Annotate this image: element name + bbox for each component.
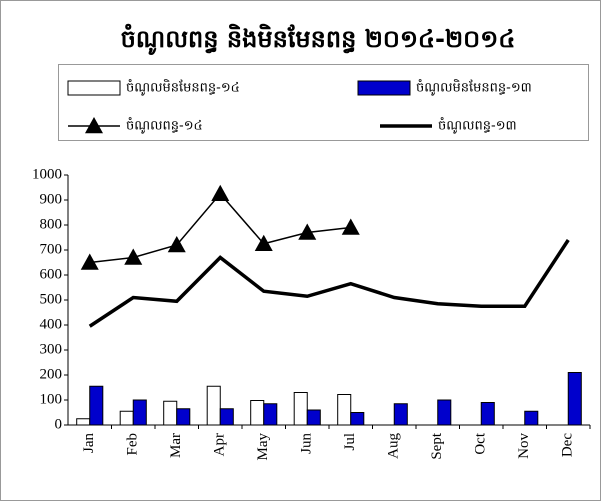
legend-label: ចំណូលមិនមែនពន្ធ-១៣ [416, 79, 532, 97]
legend-box [58, 64, 589, 141]
x-tick-label: Apr [212, 433, 228, 456]
x-tick-label: Dec [560, 433, 576, 457]
marker [298, 223, 317, 240]
line [88, 239, 570, 328]
y-tick-label: 800 [40, 216, 63, 232]
bar [250, 400, 265, 426]
bar [163, 400, 178, 426]
bar [437, 399, 452, 426]
chart-title: ចំណូលពន្ធ និងមិនមែនពន្ធ ២០១៤-២០១៤ [121, 23, 516, 56]
x-tick-label: Mar [168, 433, 184, 458]
bar [337, 394, 352, 426]
marker [254, 234, 273, 251]
bar [219, 408, 234, 426]
x-tick-label: Aug [386, 433, 402, 459]
y-tick-label: 300 [40, 341, 63, 357]
bar [393, 403, 408, 426]
bar [132, 399, 147, 426]
y-tick-label: 1000 [32, 166, 62, 182]
marker [211, 184, 230, 201]
y-tick-label: 0 [55, 416, 63, 432]
y-tick-label: 500 [40, 291, 63, 307]
bar [263, 403, 278, 426]
x-tick-label: May [255, 433, 271, 461]
bar [76, 418, 91, 426]
y-tick-label: 600 [40, 266, 63, 282]
marker [167, 236, 186, 253]
legend-swatch [357, 80, 411, 96]
marker [80, 253, 99, 270]
bar [293, 392, 308, 426]
bar [524, 410, 539, 426]
bar [119, 410, 134, 426]
legend-label: ចំណូលពន្ធ-១៤ [126, 117, 203, 135]
y-tick-label: 900 [40, 191, 63, 207]
y-tick-label: 200 [40, 366, 63, 382]
legend-label: ចំណូលពន្ធ-១៣ [438, 117, 517, 135]
bar [480, 402, 495, 426]
y-tick-label: 400 [40, 316, 63, 332]
bar [306, 409, 321, 426]
x-tick-label: Sept [429, 432, 445, 460]
x-tick-label: Feb [125, 433, 141, 456]
marker [341, 218, 360, 235]
x-tick-label: Jun [299, 433, 315, 454]
bar [176, 408, 191, 426]
bar [350, 412, 365, 426]
y-tick-label: 100 [40, 391, 63, 407]
x-tick-label: Oct [473, 432, 489, 454]
bar [206, 385, 221, 426]
x-tick-label: Jul [342, 433, 358, 451]
legend-label: ចំណូលមិនមែនពន្ធ-១៤ [126, 79, 240, 97]
y-tick-label: 700 [40, 241, 63, 257]
x-tick-label: Nov [516, 433, 532, 459]
marker [124, 248, 143, 265]
bar [567, 372, 582, 426]
x-tick-label: Jan [81, 433, 97, 453]
legend-swatch [67, 80, 121, 96]
legend-marker [85, 117, 103, 134]
bar [89, 385, 104, 426]
